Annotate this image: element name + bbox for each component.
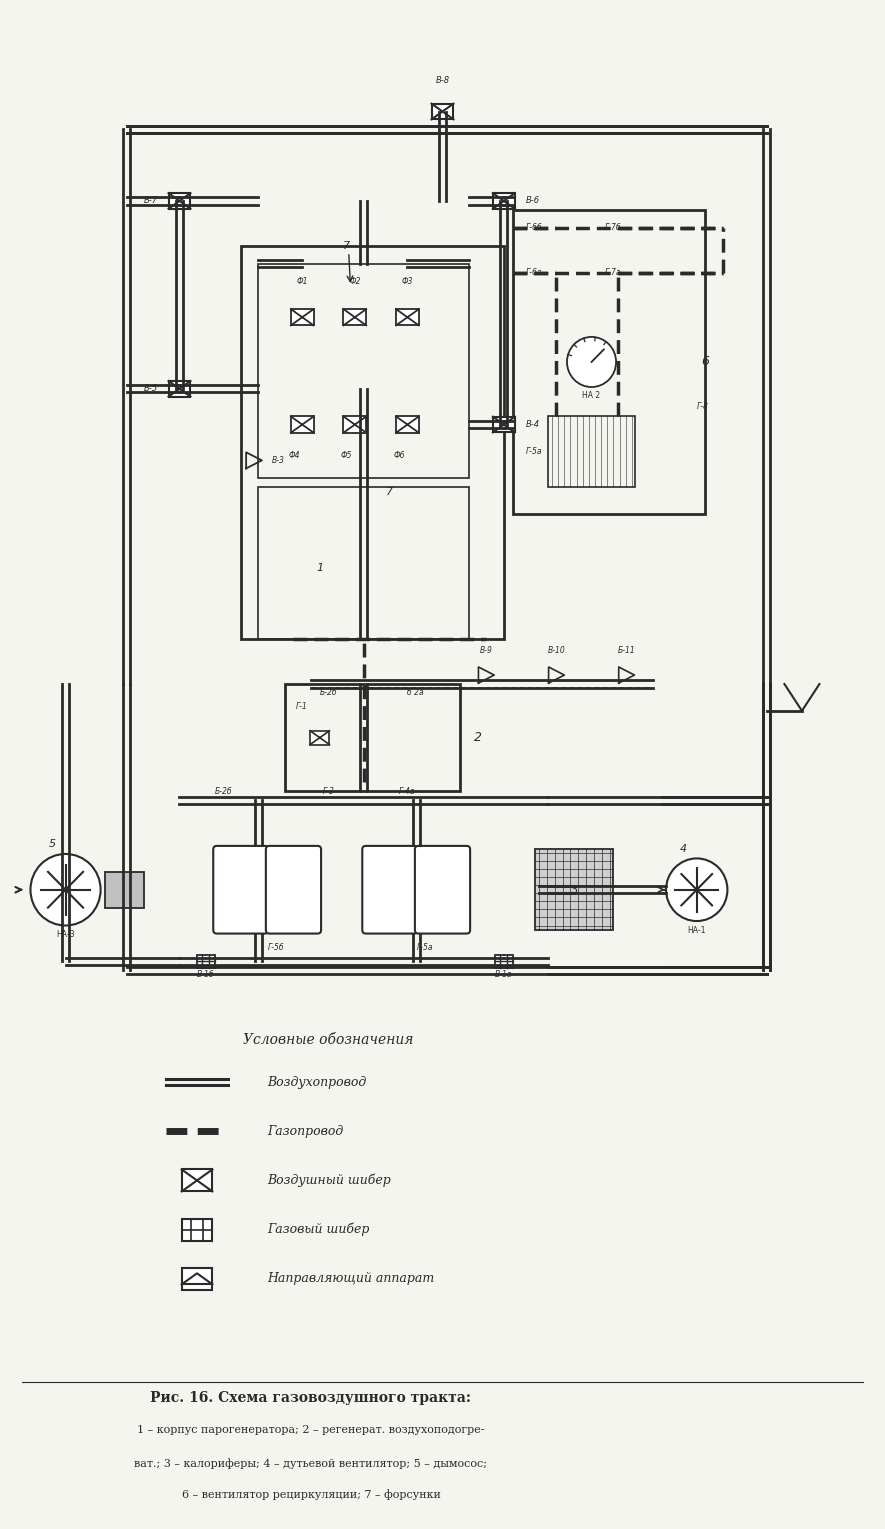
Bar [310,731,329,745]
Bar [168,193,190,209]
Text: 7: 7 [342,240,350,251]
FancyBboxPatch shape [415,846,470,934]
Bar [548,416,635,488]
Text: Г-5б: Г-5б [267,943,284,953]
Text: Г-8: Г-8 [696,402,709,411]
Bar [285,683,460,792]
Text: Г-6б: Г-6б [526,223,543,232]
FancyBboxPatch shape [362,846,418,934]
Text: 2: 2 [473,731,481,745]
FancyBboxPatch shape [266,846,321,934]
Text: Ф3: Ф3 [402,277,413,286]
Text: В-8: В-8 [435,75,450,84]
Text: В-5: В-5 [143,384,158,393]
Text: Ф1: Ф1 [296,277,308,286]
Bar [258,263,469,479]
Text: 5: 5 [49,839,56,850]
Text: 7: 7 [387,488,394,497]
Text: 4: 4 [680,844,687,855]
Text: 3: 3 [571,885,578,894]
Text: Ф5: Ф5 [341,451,352,460]
Bar [396,309,419,326]
Text: В-3: В-3 [272,456,284,465]
Bar [343,309,366,326]
Bar [241,246,504,639]
Text: В-10: В-10 [548,647,566,656]
Text: ват.; 3 – калориферы; 4 – дутьевой вентилятор; 5 – дымосос;: ват.; 3 – калориферы; 4 – дутьевой венти… [135,1457,488,1468]
Text: Б-2б: Б-2б [319,688,337,697]
Bar [432,104,453,119]
Text: Г-7б: Г-7б [604,223,621,232]
Text: Б-2б: Б-2б [214,787,232,795]
Text: 1: 1 [316,563,323,573]
Text: В-1а: В-1а [495,971,512,979]
Circle shape [567,336,616,387]
Bar [258,488,469,639]
Text: Г-3: Г-3 [323,787,335,795]
Text: Г-7а: Г-7а [604,268,621,277]
Text: 1 – корпус парогенератора; 2 – регенерат. воздухоподогре-: 1 – корпус парогенератора; 2 – регенерат… [137,1425,485,1434]
Text: 6: 6 [702,355,710,368]
Text: Направляющий аппарат: Направляющий аппарат [267,1272,435,1286]
Text: НА 2: НА 2 [582,390,601,399]
Bar [535,850,613,930]
Text: Условные обозначения: Условные обозначения [243,1034,414,1047]
Text: Рис. 16. Схема газовоздушного тракта:: Рис. 16. Схема газовоздушного тракта: [150,1391,472,1405]
Text: Ф6: Ф6 [393,451,404,460]
Bar [495,956,512,968]
Bar [168,381,190,396]
Text: В-9: В-9 [480,647,493,656]
Text: Воздухопровод: Воздухопровод [267,1075,366,1089]
Text: 6 – вентилятор рециркуляции; 7 – форсунки: 6 – вентилятор рециркуляции; 7 – форсунк… [181,1489,441,1500]
Circle shape [666,858,727,920]
Bar [291,309,313,326]
Text: Воздушный шибер: Воздушный шибер [267,1174,391,1187]
Bar [105,872,144,908]
Text: Ф4: Ф4 [289,451,300,460]
Text: Газовый шибер: Газовый шибер [267,1223,370,1237]
Bar [181,1170,212,1191]
Bar [396,416,419,433]
Text: НА-3: НА-3 [57,930,75,939]
Bar [291,416,313,433]
Bar [493,193,515,209]
Text: Г-5а: Г-5а [417,943,434,953]
Text: В-7: В-7 [143,196,158,205]
Text: Г-4а: Г-4а [399,787,416,795]
Bar [181,1219,212,1240]
Text: Б-11: Б-11 [618,647,635,656]
Text: Ф2: Ф2 [349,277,360,286]
Bar [493,417,515,433]
Bar [343,416,366,433]
Text: НА-1: НА-1 [688,925,706,934]
Bar [181,1268,212,1290]
Text: Г-5а: Г-5а [526,446,543,456]
Bar [197,956,214,968]
FancyBboxPatch shape [213,846,268,934]
Text: Г-1: Г-1 [296,702,308,711]
Text: В-1б: В-1б [197,971,214,979]
Text: В-4: В-4 [526,420,540,430]
Text: Газопровод: Газопровод [267,1125,343,1138]
Bar [512,209,705,514]
Circle shape [30,855,101,925]
Text: б 2а: б 2а [407,688,424,697]
Text: В-6: В-6 [526,196,540,205]
Text: Г-6а: Г-6а [526,268,543,277]
